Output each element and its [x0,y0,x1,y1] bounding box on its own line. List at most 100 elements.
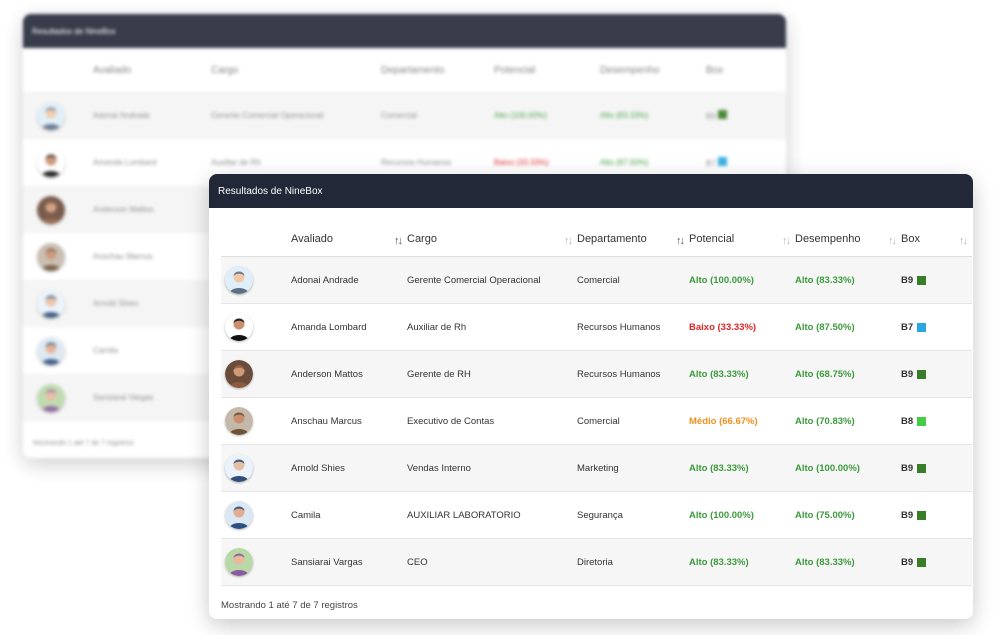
box-color-square [917,557,927,567]
cargo-cell: Gerente de RH [407,350,577,398]
col-box[interactable]: Box ↑↓ [901,223,972,257]
avatar-cell [221,256,291,304]
bg-col-box: Box [706,64,724,76]
avatar [225,454,253,482]
bg-departamento-cell: Comercial [381,111,418,120]
table-row: Camila AUXILIAR LABORATORIO Segurança Al… [221,491,972,539]
desempenho-cell: Alto (100.00%) [795,444,901,492]
avatar [37,289,65,318]
col-avaliado[interactable]: Avaliado ↑↓ [291,223,407,257]
bg-table-row: Amanda Lombard Auxiliar de Rh Recursos H… [23,139,786,186]
sort-icon: ↑↓ [959,235,968,247]
avatar [225,266,253,294]
sort-icon: ↑↓ [676,235,685,247]
departamento-cell: Segurança [577,491,689,539]
bg-box-cell: B9 [706,92,786,139]
potencial-cell: Alto (100.00%) [689,491,795,539]
avatar-cell [221,397,291,445]
bg-desempenho-cell: Alto (83.33%) [600,111,649,120]
avatar [225,548,253,576]
bg-avaliado-cell: Anschau Marcus [93,252,153,261]
departamento-cell: Comercial [577,397,689,445]
col-potencial-label: Potencial [689,233,735,245]
col-cargo-label: Cargo [407,233,437,245]
desempenho-cell: Alto (75.00%) [795,491,901,539]
avatar [225,360,253,388]
cargo-cell: Gerente Comercial Operacional [407,256,577,304]
avaliado-cell: Sansiarai Vargas [291,538,407,586]
bg-avaliado-cell: Adonai Andrade [93,111,150,120]
avaliado-cell: Anderson Mattos [291,350,407,398]
box-label: B9 [901,556,914,568]
bg-col-potencial: Potencial [494,64,536,76]
box-label: B9 [901,462,914,474]
desempenho-cell: Alto (70.83%) [795,397,901,445]
sort-icon: ↑↓ [888,235,897,247]
sort-icon: ↑↓ [394,235,403,247]
potencial-cell: Baixo (33.33%) [689,303,795,351]
bg-col-cargo: Cargo [211,64,239,76]
avaliado-cell: Camila [291,491,407,539]
avatar [37,383,65,412]
avatar-cell [221,538,291,586]
background-card-title: Resultados de NineBox [32,26,116,36]
bg-avaliado-cell: Sansiarai Vargas [93,393,154,402]
results-table: Avaliado ↑↓ Cargo ↑↓ Departamento ↑↓ Pot… [221,223,972,586]
table-info-footer: Mostrando 1 até 7 de 7 registros [221,600,358,611]
col-potencial[interactable]: Potencial ↑↓ [689,223,795,257]
col-avaliado-label: Avaliado [291,233,333,245]
cargo-cell: AUXILIAR LABORATORIO [407,491,577,539]
ninebox-results-card: Resultados de NineBox Avaliado ↑↓ Cargo … [209,174,973,619]
col-cargo[interactable]: Cargo ↑↓ [407,223,577,257]
sort-icon: ↑↓ [782,235,791,247]
table-row: Arnold Shies Vendas Interno Marketing Al… [221,444,972,492]
departamento-cell: Marketing [577,444,689,492]
avaliado-cell: Amanda Lombard [291,303,407,351]
card-title: Resultados de NineBox [218,185,323,197]
potencial-cell: Médio (66.67%) [689,397,795,445]
cargo-cell: Executivo de Contas [407,397,577,445]
bg-cargo-cell: Gerente Comercial Operacional [211,111,324,120]
bg-col-departamento: Departamento [381,64,445,76]
sort-icon: ↑↓ [564,235,573,247]
potencial-cell: Alto (100.00%) [689,256,795,304]
potencial-cell: Alto (83.33%) [689,444,795,492]
desempenho-cell: Alto (83.33%) [795,538,901,586]
avatar [37,101,65,130]
bg-potencial-cell: Baixo (33.33%) [494,158,549,167]
cargo-cell: Auxiliar de Rh [407,303,577,351]
table-row: Sansiarai Vargas CEO Diretoria Alto (83.… [221,538,972,586]
desempenho-cell: Alto (87.50%) [795,303,901,351]
avatar [37,242,65,271]
bg-departamento-cell: Recursos Humanos [381,158,452,167]
card-header: Resultados de NineBox [209,174,973,208]
avaliado-cell: Adonai Andrade [291,256,407,304]
col-departamento[interactable]: Departamento ↑↓ [577,223,689,257]
potencial-cell: Alto (83.33%) [689,538,795,586]
departamento-cell: Recursos Humanos [577,350,689,398]
departamento-cell: Diretoria [577,538,689,586]
box-cell: B9 [901,256,972,304]
box-color-square [917,510,927,520]
table-wrapper: Avaliado ↑↓ Cargo ↑↓ Departamento ↑↓ Pot… [221,223,972,586]
table-row: Adonai Andrade Gerente Comercial Operaci… [221,256,972,304]
col-departamento-label: Departamento [577,233,647,245]
avatar [225,407,253,435]
bg-col-desempenho: Desempenho [600,64,660,76]
table-row: Anschau Marcus Executivo de Contas Comer… [221,397,972,445]
avaliado-cell: Arnold Shies [291,444,407,492]
table-header-row: Avaliado ↑↓ Cargo ↑↓ Departamento ↑↓ Pot… [221,223,972,257]
box-label: B9 [901,368,914,380]
background-card-header: Resultados de NineBox [23,14,786,48]
avatar-cell [221,444,291,492]
departamento-cell: Comercial [577,256,689,304]
avatar [225,313,253,341]
col-desempenho[interactable]: Desempenho ↑↓ [795,223,901,257]
avatar-cell [221,350,291,398]
box-cell: B9 [901,538,972,586]
cargo-cell: Vendas Interno [407,444,577,492]
bg-avaliado-cell: Anderson Mattos [93,205,154,214]
potencial-cell: Alto (83.33%) [689,350,795,398]
bg-table-row: Adonai Andrade Gerente Comercial Operaci… [23,92,786,139]
box-label: B7 [901,321,914,333]
